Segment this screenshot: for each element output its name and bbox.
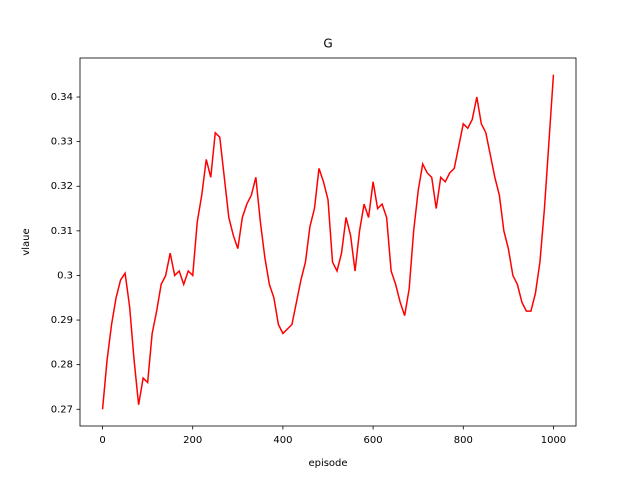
x-tick-label: 600 (364, 435, 383, 446)
x-tick-label: 0 (99, 435, 105, 446)
y-tick-label: 0.29 (51, 315, 73, 326)
y-tick-label: 0.34 (51, 92, 73, 103)
y-tick-label: 0.3 (57, 270, 73, 281)
y-tick-label: 0.31 (51, 226, 73, 237)
chart-title: G (323, 37, 332, 51)
plot-frame (79, 57, 577, 427)
x-axis-label: episode (308, 458, 347, 469)
x-tick-label: 200 (183, 435, 202, 446)
data-line (101, 74, 555, 410)
y-tick-label: 0.28 (51, 360, 73, 371)
y-axis-label: vlaue (21, 228, 32, 255)
x-tick-label: 1000 (541, 435, 566, 446)
x-tick-label: 800 (454, 435, 473, 446)
y-tick-label: 0.33 (51, 137, 73, 148)
y-tick-label: 0.32 (51, 181, 73, 192)
x-tick-label: 400 (273, 435, 292, 446)
y-tick-label: 0.27 (51, 404, 73, 415)
